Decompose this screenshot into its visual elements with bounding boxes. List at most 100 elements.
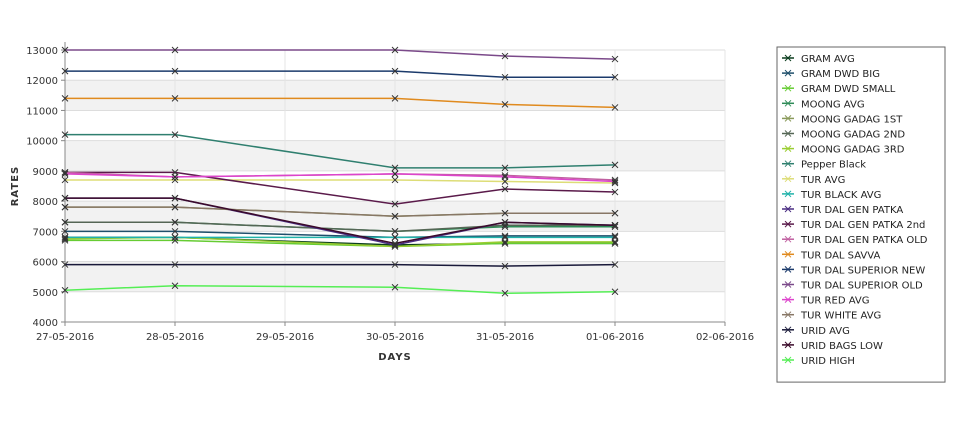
data-point	[611, 178, 619, 185]
legend-label: GRAM DWD SMALL	[801, 84, 896, 95]
data-point	[501, 73, 509, 81]
data-point	[501, 185, 509, 193]
data-point	[61, 234, 69, 241]
data-point	[391, 283, 399, 291]
legend-label: TUR RED AVG	[800, 296, 870, 307]
data-point	[784, 69, 792, 77]
legend-label: MOONG GADAG 3RD	[801, 145, 905, 156]
data-point	[611, 179, 619, 187]
legend-item: MOONG AVG	[782, 99, 865, 110]
y-tick-label: 12000	[26, 76, 58, 87]
data-point	[784, 115, 792, 122]
data-point	[611, 73, 619, 81]
legend-item: URID BAGS LOW	[782, 341, 883, 352]
data-point	[391, 164, 399, 172]
data-point	[61, 235, 69, 243]
data-point	[391, 240, 399, 247]
data-point	[391, 46, 399, 54]
legend-label: Pepper Black	[801, 160, 866, 171]
legend-label: TUR DAL SUPERIOR NEW	[800, 265, 925, 276]
data-point	[784, 296, 792, 303]
legend-label: TUR DAL GEN PATKA OLD	[800, 235, 928, 246]
data-point	[611, 104, 619, 111]
data-point	[171, 194, 179, 202]
data-point	[391, 176, 399, 184]
data-point	[61, 218, 69, 226]
y-tick-label: 10000	[26, 137, 58, 148]
data-point	[784, 250, 792, 258]
legend-label: TUR DAL SUPERIOR OLD	[800, 281, 923, 292]
data-point	[611, 288, 619, 296]
legend-label: URID HIGH	[801, 356, 855, 367]
data-point	[171, 261, 179, 268]
data-point	[171, 218, 179, 226]
data-point	[611, 261, 619, 268]
data-point	[501, 172, 509, 179]
legend-item: TUR DAL GEN PATKA 2nd	[782, 220, 925, 231]
data-point	[611, 209, 619, 217]
x-axis-title: DAYS	[378, 352, 412, 363]
data-point	[61, 67, 69, 75]
data-point	[61, 131, 69, 138]
legend-item: GRAM DWD SMALL	[782, 84, 896, 95]
legend-box	[776, 46, 946, 383]
data-point	[784, 160, 792, 168]
data-point	[784, 326, 792, 334]
data-point	[61, 203, 69, 211]
data-point	[784, 130, 792, 137]
data-point	[171, 173, 179, 181]
legend-item: TUR RED AVG	[782, 296, 870, 307]
data-point	[171, 234, 179, 241]
data-point	[501, 209, 509, 217]
legend-item: TUR BLACK AVG	[782, 190, 881, 201]
data-point	[784, 175, 792, 183]
data-point	[784, 281, 792, 288]
x-tick-label: 28-05-2016	[146, 332, 204, 343]
legend-label: TUR DAL SAVVA	[800, 250, 880, 261]
data-point	[501, 232, 509, 240]
data-point	[61, 176, 69, 184]
data-point	[391, 170, 399, 178]
data-point	[501, 218, 509, 226]
data-point	[784, 205, 792, 213]
data-point	[171, 46, 179, 54]
data-point	[171, 282, 179, 290]
legend-label: MOONG GADAG 1ST	[801, 114, 903, 125]
legend-item: URID AVG	[782, 326, 850, 337]
data-point	[611, 221, 619, 229]
y-tick-label: 9000	[33, 167, 58, 178]
data-point	[784, 266, 792, 273]
data-point	[501, 52, 509, 60]
data-point	[61, 261, 69, 268]
data-point	[784, 190, 792, 198]
y-tick-label: 4000	[33, 318, 58, 329]
y-tick-label: 6000	[33, 258, 58, 269]
data-point	[391, 67, 399, 75]
legend-item: Pepper Black	[782, 160, 866, 171]
legend-label: TUR BLACK AVG	[800, 190, 881, 201]
data-point	[61, 227, 69, 235]
y-tick-label: 5000	[33, 288, 58, 299]
data-point	[501, 289, 509, 297]
data-point	[784, 220, 792, 228]
data-point	[611, 188, 619, 196]
data-point	[391, 241, 399, 249]
data-point	[171, 203, 179, 211]
legend-label: TUR DAL GEN PATKA 2nd	[800, 220, 925, 231]
data-point	[391, 243, 399, 250]
data-point	[391, 200, 399, 208]
data-point	[501, 173, 509, 181]
data-point	[61, 95, 69, 102]
data-point	[171, 237, 179, 244]
legend-item: TUR DAL GEN PATKA	[782, 205, 903, 216]
legend-label: MOONG GADAG 2ND	[801, 130, 905, 141]
data-point	[171, 67, 179, 75]
data-point	[171, 227, 179, 235]
legend-label: MOONG AVG	[801, 99, 865, 110]
legend-item: TUR DAL GEN PATKA OLD	[782, 235, 928, 246]
data-point	[501, 234, 509, 241]
data-point	[784, 341, 792, 349]
data-point	[784, 145, 792, 152]
data-point	[61, 170, 69, 178]
